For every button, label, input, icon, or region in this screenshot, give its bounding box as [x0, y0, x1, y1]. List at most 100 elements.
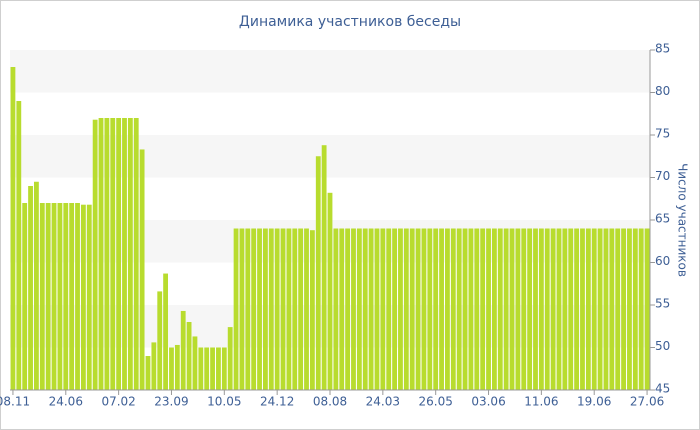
- bar: [544, 228, 550, 390]
- bar: [315, 156, 321, 390]
- bar: [327, 192, 333, 390]
- bar: [392, 228, 397, 390]
- bar: [627, 228, 632, 390]
- x-tick-label: 07.02: [101, 395, 135, 409]
- bar: [562, 228, 568, 390]
- bar: [321, 145, 327, 390]
- bar: [491, 228, 497, 390]
- bar: [145, 356, 151, 390]
- bar: [245, 228, 251, 390]
- bar: [122, 118, 127, 390]
- bar: [450, 228, 456, 390]
- bar: [356, 228, 362, 390]
- y-tick-label: 60: [655, 254, 670, 268]
- bar: [533, 228, 538, 390]
- bar: [456, 228, 462, 390]
- bar: [80, 204, 86, 390]
- bar: [433, 228, 439, 390]
- bar: [116, 118, 122, 390]
- bar: [251, 228, 257, 390]
- y-tick-label: 65: [655, 212, 670, 226]
- y-tick-label: 50: [655, 339, 670, 353]
- bar: [480, 228, 486, 390]
- bar: [486, 228, 491, 390]
- bar: [110, 118, 116, 390]
- bar: [157, 291, 163, 390]
- bar: [57, 203, 63, 390]
- bar: [515, 228, 521, 390]
- bar: [374, 228, 380, 390]
- bar: [139, 149, 145, 390]
- bar: [509, 228, 515, 390]
- bar: [127, 118, 133, 390]
- bar: [292, 228, 298, 390]
- x-tick-label: 08.11: [0, 395, 30, 409]
- bar: [304, 228, 309, 390]
- chart-title: Динамика участников беседы: [239, 14, 461, 30]
- bar: [632, 228, 638, 390]
- bar: [409, 228, 415, 390]
- bar: [274, 228, 280, 390]
- bar: [398, 228, 403, 390]
- x-tick-label: 27.06: [630, 395, 664, 409]
- bar: [574, 228, 580, 390]
- y-tick-label: 70: [655, 169, 670, 183]
- bar: [345, 228, 351, 390]
- bar: [69, 203, 75, 390]
- bar: [10, 67, 16, 390]
- bar: [233, 228, 239, 390]
- bar: [403, 228, 409, 390]
- bar: [216, 347, 221, 390]
- x-tick-label: 10.05: [207, 395, 241, 409]
- bar: [386, 228, 392, 390]
- bar: [644, 228, 650, 390]
- bar: [380, 228, 386, 390]
- bar: [104, 118, 110, 390]
- x-tick-label: 24.03: [366, 395, 400, 409]
- bar: [174, 344, 180, 390]
- bar: [151, 342, 157, 390]
- bar: [204, 347, 210, 390]
- bar: [98, 118, 104, 390]
- bar: [445, 228, 450, 390]
- bar: [585, 228, 591, 390]
- bar: [63, 203, 69, 390]
- y-tick-label: 85: [655, 42, 670, 56]
- y-tick-label: 80: [655, 84, 670, 98]
- bar: [45, 203, 51, 390]
- bar: [556, 228, 562, 390]
- bar: [286, 228, 292, 390]
- bar: [638, 228, 644, 390]
- bar: [538, 228, 544, 390]
- x-tick-label: 26.05: [419, 395, 453, 409]
- x-tick-label: 11.06: [524, 395, 558, 409]
- bar: [239, 228, 245, 390]
- bar: [163, 273, 169, 390]
- bar: [597, 228, 603, 390]
- bar: [92, 119, 98, 390]
- bar: [497, 228, 503, 390]
- x-tick-label: 19.06: [577, 395, 611, 409]
- bar: [210, 347, 215, 390]
- y-tick-label: 45: [655, 382, 670, 396]
- grid-band: [10, 50, 650, 93]
- bar: [621, 228, 626, 390]
- bar: [521, 228, 527, 390]
- bar: [221, 347, 227, 390]
- bar: [192, 336, 198, 390]
- bar: [503, 228, 509, 390]
- bar: [439, 228, 444, 390]
- bar: [591, 228, 597, 390]
- bar: [22, 203, 28, 390]
- x-tick-label: 24.06: [49, 395, 83, 409]
- bar: [198, 347, 204, 390]
- bar: [186, 322, 192, 390]
- bar: [227, 327, 233, 390]
- bar: [615, 228, 621, 390]
- bar: [39, 203, 45, 390]
- bar: [257, 228, 262, 390]
- x-tick-label: 03.06: [471, 395, 505, 409]
- bar: [86, 204, 92, 390]
- y-axis-label: Число участников: [676, 163, 690, 277]
